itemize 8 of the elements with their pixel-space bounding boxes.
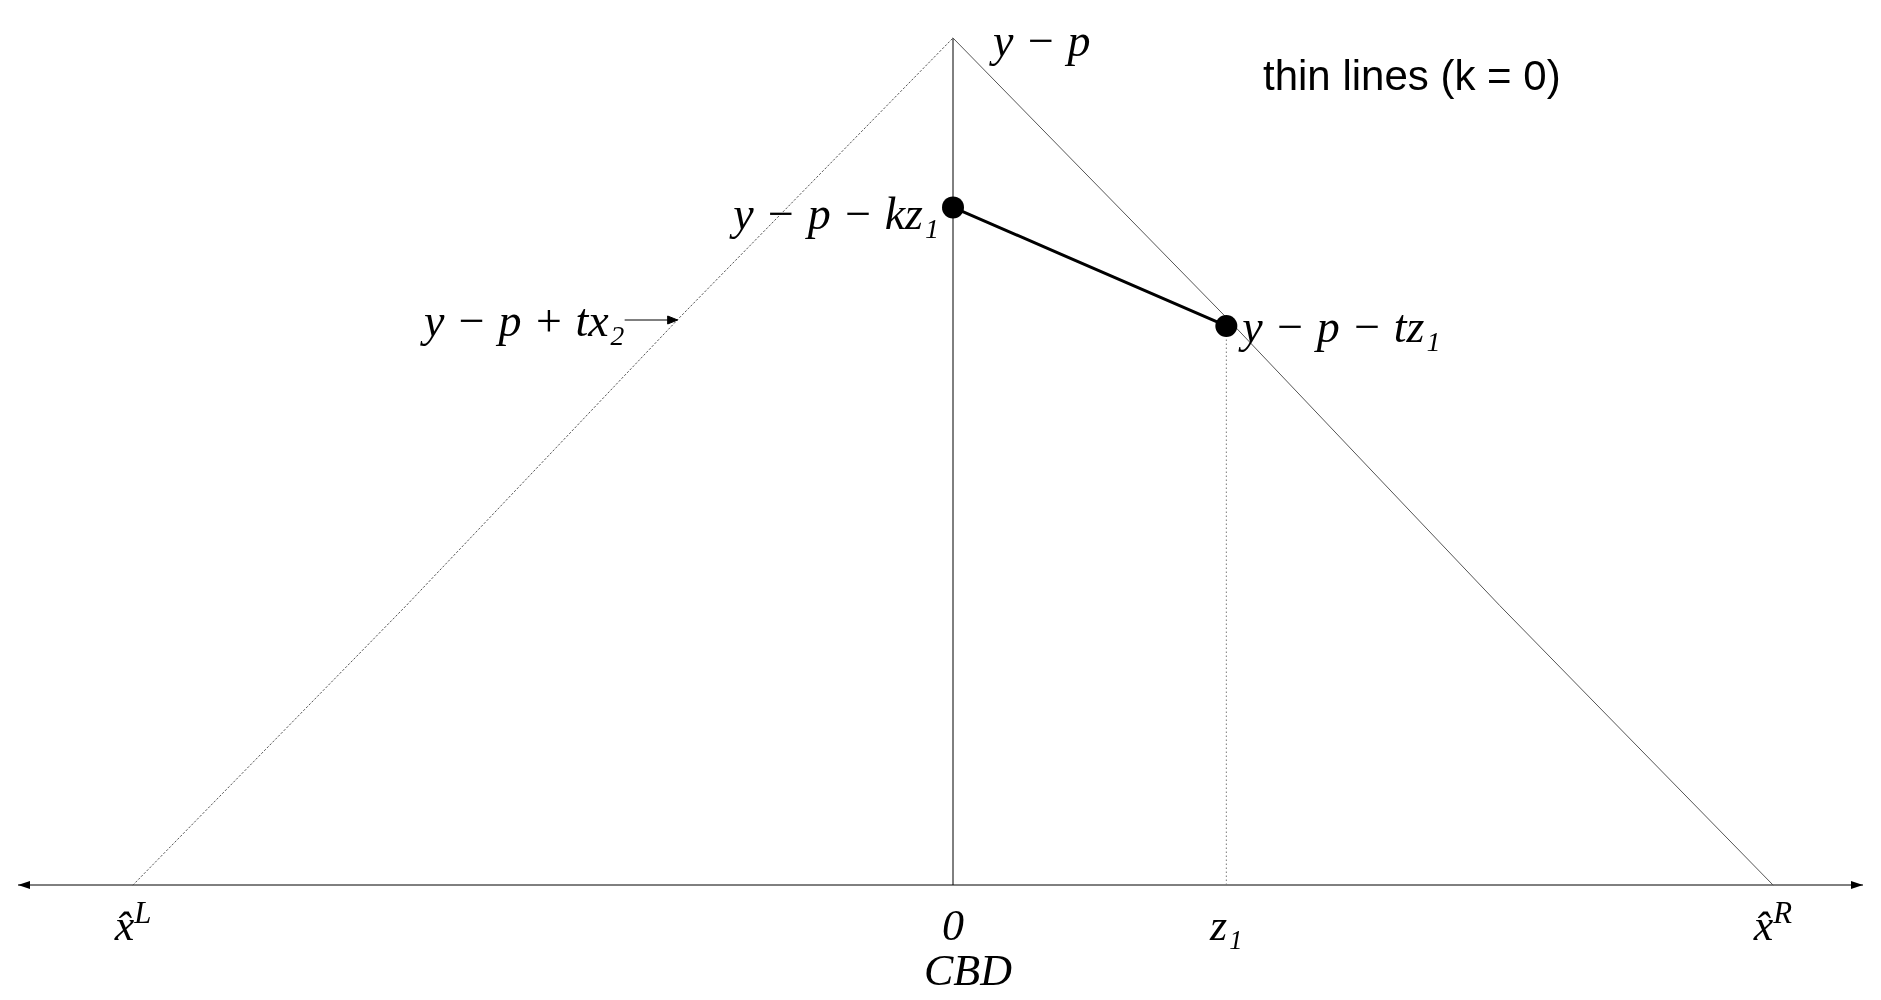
annotation: y − p − tz₁ bbox=[1238, 300, 1441, 352]
annotation: thin lines (k = 0) bbox=[1263, 52, 1561, 99]
x-tick-label: x̂$^{L}$ bbox=[113, 896, 152, 950]
annotation: y − p − kz₁ bbox=[729, 188, 939, 240]
x-tick-label: z₁ bbox=[1209, 901, 1243, 950]
annotation: y − p bbox=[989, 15, 1091, 66]
x-tick-label: x̂$^{R}$ bbox=[1752, 896, 1793, 950]
annotation: y − p + tx₂ bbox=[419, 295, 625, 346]
